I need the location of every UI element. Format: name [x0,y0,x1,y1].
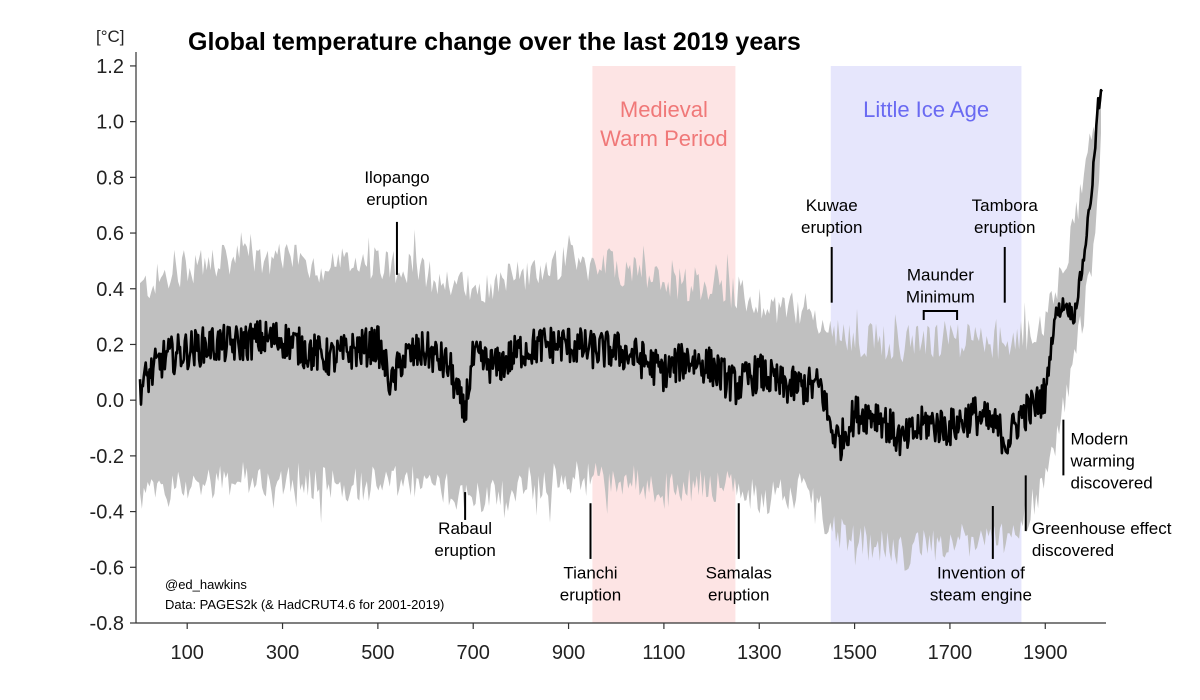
period-label: Warm Period [600,126,728,151]
axes: 1.2 1.0 0.8 0.6 0.4 0.2 0.0 -0.2 -0.4 -0.6 -0.8 100… [90,52,1106,664]
annotation-label: discovered [1032,541,1114,560]
annotation-label: discovered [1071,474,1153,493]
annotation-label: Invention of [937,563,1025,582]
y-tick-label: 0.6 [96,223,124,245]
y-tick-label: -0.8 [90,613,124,635]
x-tick-label: 1100 [642,642,685,664]
x-tick-label: 1900 [1023,642,1068,664]
y-tick-label: -0.2 [90,446,124,468]
bracket-label: Minimum [906,287,975,306]
annotation-label: eruption [974,218,1035,237]
y-tick-label: -0.4 [90,502,124,524]
temperature-line [138,88,1104,462]
x-tick-label: 100 [171,642,204,664]
annotation-label: eruption [801,218,862,237]
x-tick-label: 700 [457,642,490,664]
y-tick-label: 1.2 [96,56,124,78]
credit-author: @ed_hawkins [165,577,247,592]
x-tick-label: 500 [361,642,394,664]
annotation-label: Ilopango [364,168,429,187]
credit-data-source: Data: PAGES2k (& HadCRUT4.6 for 2001-201… [165,597,444,612]
annotation-label: Samalas [706,563,772,582]
x-tick-label: 900 [552,642,585,664]
annotation-label: Tianchi [563,563,617,582]
x-tick-label: 1500 [832,642,877,664]
y-tick-label: 0.2 [96,334,124,356]
bracket-label: Maunder [907,265,974,284]
annotation-label: Rabaul [438,519,492,538]
y-tick-label: 0.8 [96,167,124,189]
chart-title: Global temperature change over the last … [188,28,801,56]
annotation-label: eruption [560,585,621,604]
annotation-label: warming [1070,452,1135,471]
x-tick-label: 1700 [928,642,973,664]
maunder-minimum-bracket [922,310,959,321]
annotation-label: Tambora [972,196,1039,215]
x-tick-label: 1300 [737,642,782,664]
y-tick-label: -0.6 [90,557,124,579]
annotation-label: Kuwae [806,196,858,215]
annotation-label: steam engine [930,585,1032,604]
x-tick-label: 300 [266,642,299,664]
period-label: Little Ice Age [863,97,989,122]
annotation-label: Greenhouse effect [1032,519,1172,538]
annotation-label: eruption [366,190,427,209]
y-axis-unit-label: [°C] [96,27,125,46]
period-label: Medieval [620,97,708,122]
annotation-label: eruption [434,541,495,560]
annotation-label: eruption [708,585,769,604]
uncertainty-band [140,95,1101,571]
annotations: Ilopango eruption Rabaul eruption Tianchi eru… [364,168,1171,605]
y-tick-label: 1.0 [96,112,124,134]
annotation-label: Modern [1071,430,1129,449]
y-tick-label: 0.4 [96,279,124,301]
y-tick-label: 0.0 [96,390,124,412]
